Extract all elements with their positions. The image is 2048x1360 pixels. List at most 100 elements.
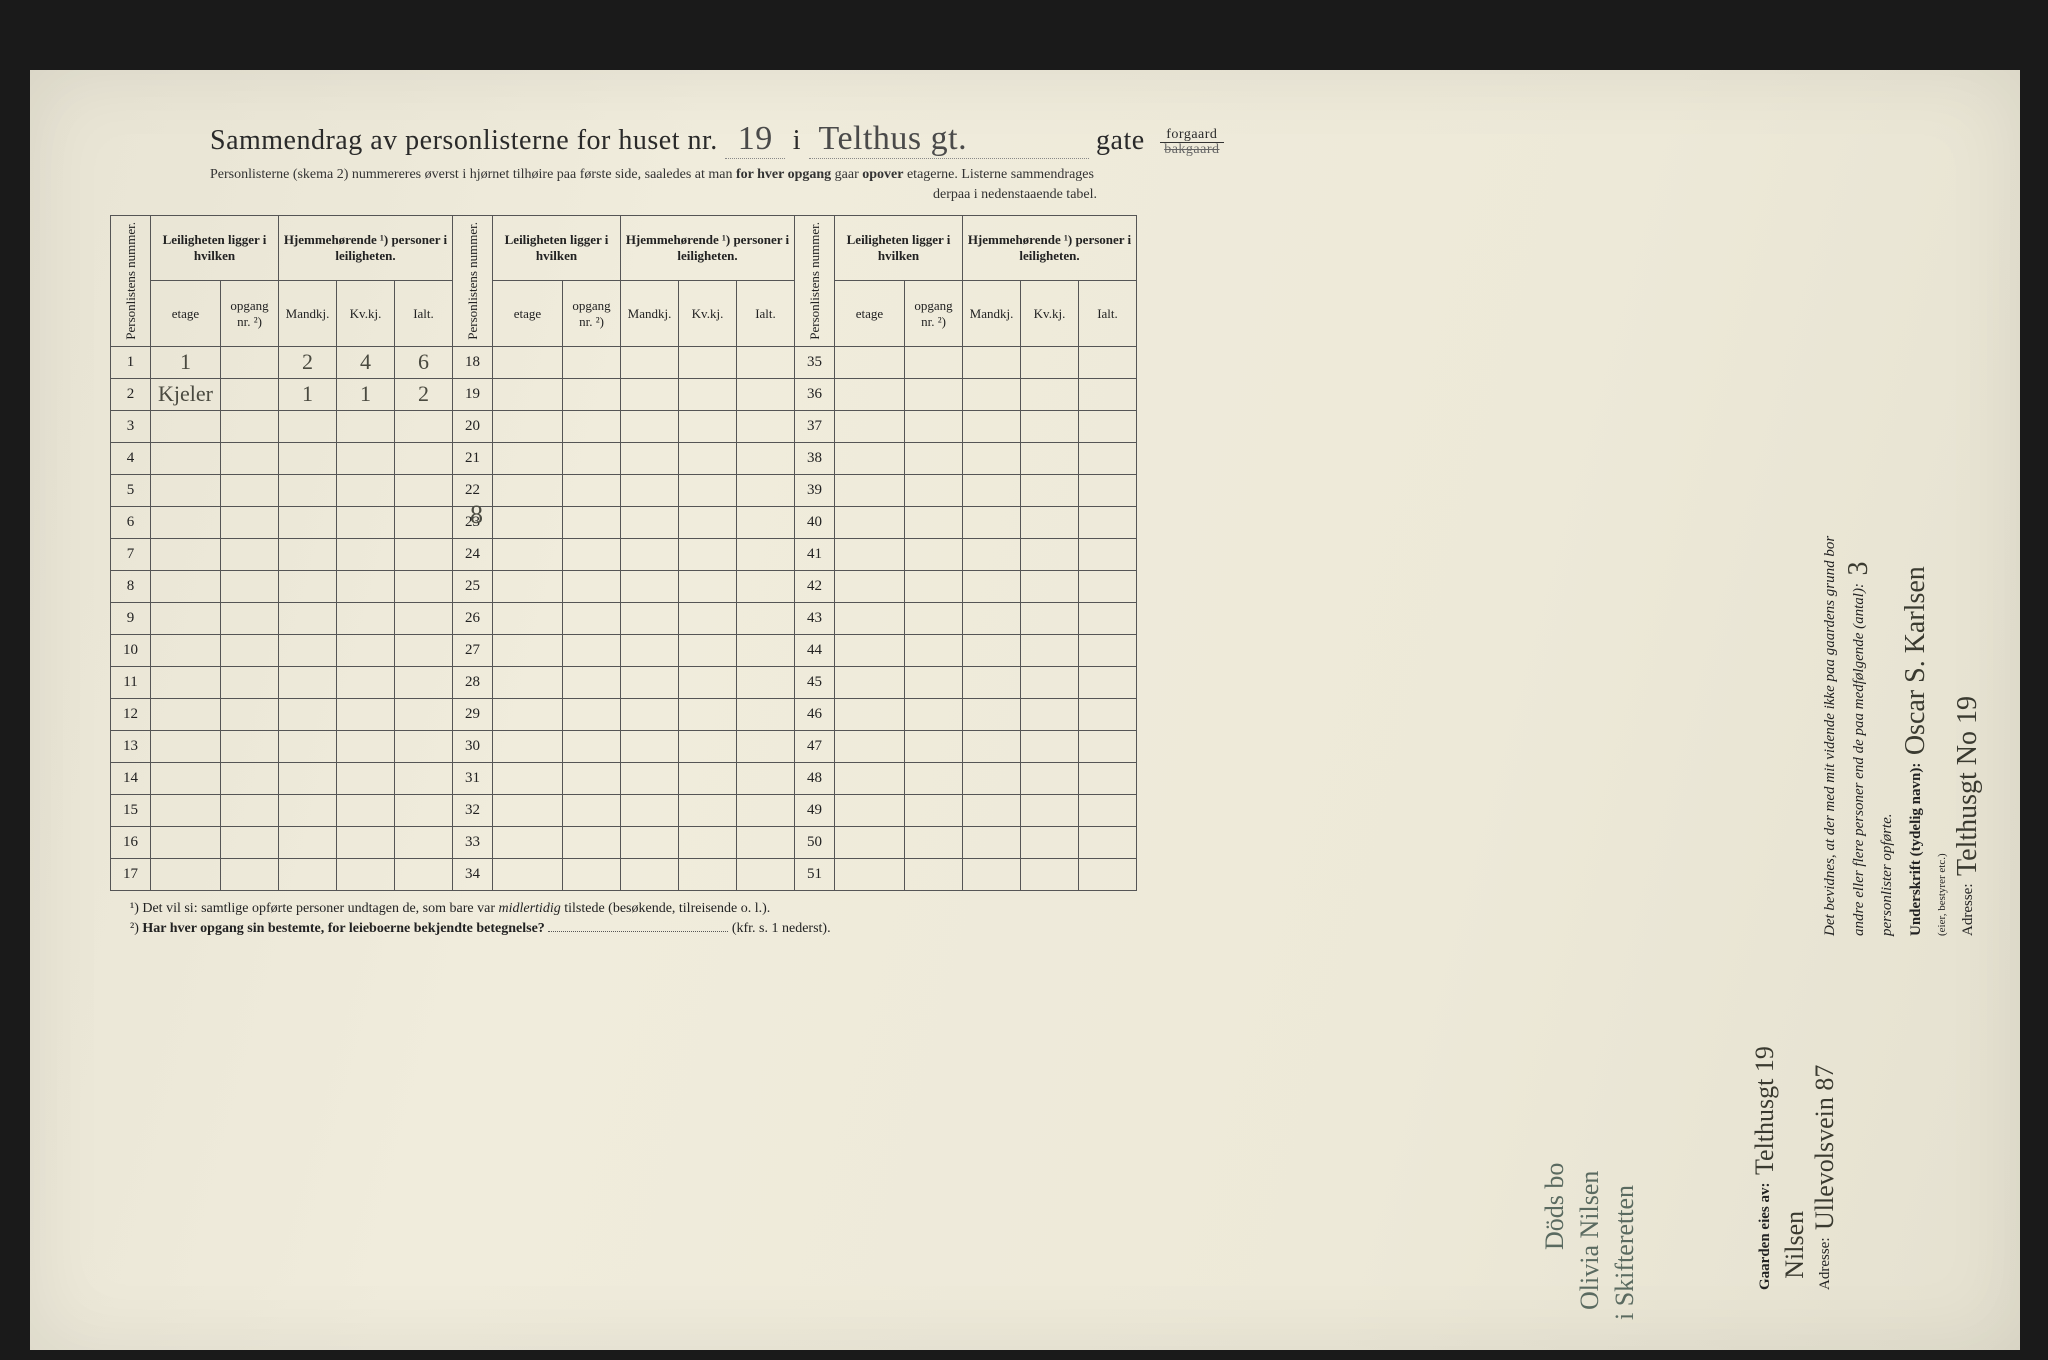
cell-opgang bbox=[905, 442, 963, 474]
cell-etage bbox=[493, 506, 563, 538]
row-number: 8 bbox=[111, 570, 151, 602]
gate-fraction: forgaard bakgaard bbox=[1160, 128, 1223, 157]
cell-kvkj bbox=[679, 378, 737, 410]
sub-kvkj-2: Kv.kj. bbox=[679, 281, 737, 346]
cell-opgang bbox=[563, 666, 621, 698]
sub-opgang-3: opgang nr. ²) bbox=[905, 281, 963, 346]
cell-mandkj bbox=[621, 634, 679, 666]
cell-mandkj bbox=[963, 730, 1021, 762]
margin-eier: (eier, bestyrer etc.) bbox=[1934, 160, 1950, 940]
row-number: 24 bbox=[453, 538, 493, 570]
title-i: i bbox=[793, 125, 801, 156]
cell-mandkj bbox=[279, 858, 337, 890]
row-number: 40 bbox=[795, 506, 835, 538]
col-personlistens-2: Personlistens nummer. bbox=[453, 216, 493, 347]
table-row: 92643 bbox=[111, 602, 1137, 634]
footnotes: ¹) Det vil si: samtlige opførte personer… bbox=[130, 901, 1940, 937]
cell-mandkj bbox=[963, 794, 1021, 826]
annotation-skifteretten: i Skifteretten bbox=[1610, 1185, 1640, 1320]
cell-mandkj bbox=[279, 602, 337, 634]
cell-kvkj bbox=[679, 346, 737, 378]
cell-mandkj bbox=[621, 762, 679, 794]
cell-ialt bbox=[737, 698, 795, 730]
cell-kvkj bbox=[337, 698, 395, 730]
row-number: 35 bbox=[795, 346, 835, 378]
cell-opgang bbox=[905, 602, 963, 634]
cell-opgang bbox=[563, 858, 621, 890]
cell-kvkj bbox=[1021, 826, 1079, 858]
cell-mandkj bbox=[279, 698, 337, 730]
cell-ialt bbox=[737, 346, 795, 378]
cell-etage bbox=[151, 506, 221, 538]
cell-kvkj bbox=[679, 474, 737, 506]
row-number: 15 bbox=[111, 794, 151, 826]
row-number: 31 bbox=[453, 762, 493, 794]
cell-mandkj bbox=[279, 410, 337, 442]
table-head: Personlistens nummer. Leiligheten ligger… bbox=[111, 216, 1137, 347]
row-number: 14 bbox=[111, 762, 151, 794]
cell-ialt bbox=[395, 634, 453, 666]
cell-kvkj bbox=[337, 538, 395, 570]
cell-kvkj bbox=[337, 410, 395, 442]
cell-ialt bbox=[1079, 378, 1137, 410]
cell-opgang bbox=[221, 602, 279, 634]
cell-opgang bbox=[221, 794, 279, 826]
row-number: 50 bbox=[795, 826, 835, 858]
table-body: 1124618352Kjeler112193632037421385223962… bbox=[111, 346, 1137, 890]
cell-opgang bbox=[905, 634, 963, 666]
cell-mandkj bbox=[279, 730, 337, 762]
row-number: 44 bbox=[795, 634, 835, 666]
cell-opgang bbox=[221, 858, 279, 890]
cell-ialt bbox=[1079, 698, 1137, 730]
row-number: 2 bbox=[111, 378, 151, 410]
cell-mandkj bbox=[279, 570, 337, 602]
row-number: 48 bbox=[795, 762, 835, 794]
cell-ialt bbox=[395, 730, 453, 762]
cell-mandkj bbox=[963, 698, 1021, 730]
cell-ialt bbox=[737, 602, 795, 634]
cell-etage bbox=[151, 538, 221, 570]
margin-gaarden: Gaarden eies av: Telthusgt 19 bbox=[1750, 590, 1780, 1290]
cell-etage bbox=[835, 858, 905, 890]
row-number: 18 bbox=[453, 346, 493, 378]
annotation-olivia: Olivia Nilsen bbox=[1575, 1171, 1605, 1310]
row-number: 49 bbox=[795, 794, 835, 826]
margin-andre: andre eller flere personer end de paa me… bbox=[1841, 160, 1877, 940]
cell-etage bbox=[151, 730, 221, 762]
cell-kvkj bbox=[679, 410, 737, 442]
cell-etage bbox=[835, 570, 905, 602]
cell-ialt bbox=[395, 474, 453, 506]
row-number: 27 bbox=[453, 634, 493, 666]
row-number: 21 bbox=[453, 442, 493, 474]
cell-etage bbox=[493, 602, 563, 634]
cell-ialt bbox=[737, 826, 795, 858]
cell-etage bbox=[493, 442, 563, 474]
cell-mandkj bbox=[621, 858, 679, 890]
cell-etage bbox=[493, 570, 563, 602]
margin-adresse2: Adresse: Telthusgt No 19 bbox=[1950, 160, 1986, 940]
cell-etage bbox=[835, 378, 905, 410]
row-number: 26 bbox=[453, 602, 493, 634]
row-number: 16 bbox=[111, 826, 151, 858]
document-page: Sammendrag av personlisterne for huset n… bbox=[30, 70, 2020, 1350]
cell-etage bbox=[493, 666, 563, 698]
cell-etage bbox=[835, 442, 905, 474]
cell-kvkj bbox=[1021, 762, 1079, 794]
cell-kvkj bbox=[1021, 442, 1079, 474]
cell-ialt bbox=[737, 634, 795, 666]
cell-mandkj bbox=[963, 474, 1021, 506]
cell-mandkj bbox=[963, 378, 1021, 410]
cell-ialt bbox=[1079, 666, 1137, 698]
cell-etage bbox=[835, 410, 905, 442]
cell-mandkj: 2 bbox=[279, 346, 337, 378]
row-number: 30 bbox=[453, 730, 493, 762]
row-number: 51 bbox=[795, 858, 835, 890]
cell-etage bbox=[151, 602, 221, 634]
sum-total: 8 bbox=[470, 500, 483, 530]
cell-opgang bbox=[563, 602, 621, 634]
cell-ialt bbox=[737, 378, 795, 410]
cell-etage bbox=[151, 858, 221, 890]
cell-mandkj bbox=[621, 794, 679, 826]
cell-mandkj bbox=[621, 730, 679, 762]
cell-kvkj bbox=[337, 666, 395, 698]
